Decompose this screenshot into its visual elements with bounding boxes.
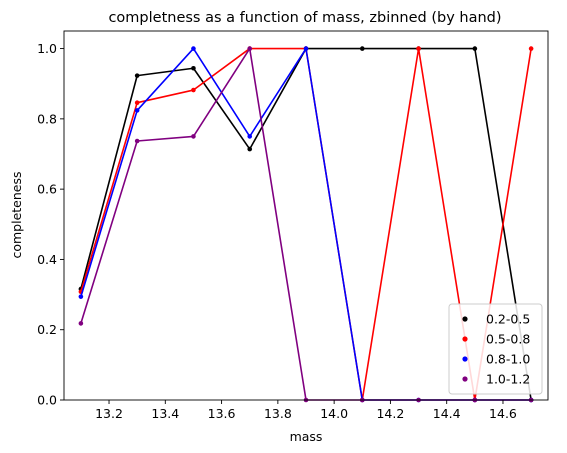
data-point (78, 321, 84, 326)
legend-item: 0.2-0.5 (462, 312, 530, 327)
data-point (416, 46, 421, 51)
legend: 0.2-0.5 0.5-0.8 0.8-1.0 1.0-1.2 (448, 303, 543, 395)
x-tick-label: 14.4 (433, 406, 461, 421)
data-point (191, 65, 196, 71)
data-point (528, 46, 534, 51)
legend-marker (462, 316, 468, 322)
y-tick-label: 0.0 (37, 393, 57, 408)
x-tick-label: 13.4 (151, 406, 179, 421)
data-point (134, 108, 140, 113)
legend-label: 0.2-0.5 (486, 312, 530, 327)
y-tick-label: 1.0 (37, 41, 57, 56)
legend-label: 1.0-1.2 (486, 372, 530, 387)
chart-title: completness as a function of mass, zbinn… (108, 10, 501, 26)
y-tick-label: 0.2 (37, 322, 57, 337)
x-tick-label: 14.6 (489, 406, 517, 421)
plot-frame (63, 30, 549, 401)
data-point (191, 87, 196, 93)
legend-marker (462, 376, 468, 382)
y-axis-label: completeness (9, 171, 24, 258)
data-point (247, 146, 253, 152)
data-point (247, 134, 253, 139)
data-point (472, 46, 478, 51)
data-point (134, 73, 140, 78)
x-tick-label: 13.2 (95, 406, 123, 421)
x-tick-label: 14.2 (376, 406, 404, 421)
legend-marker (462, 336, 468, 342)
y-tick-label: 0.6 (37, 182, 57, 197)
data-point (359, 46, 365, 51)
axes: 13.2 13.4 13.6 13.8 14.0 14.2 14.4 14.6 0.0 0.2 0.… (37, 41, 517, 421)
x-tick-label: 13.6 (208, 406, 236, 421)
legend-label: 0.8-1.0 (486, 352, 530, 367)
legend-item: 0.8-1.0 (462, 352, 530, 367)
data-point (78, 294, 84, 299)
x-tick-label: 13.8 (264, 406, 292, 421)
x-tick-label: 14.0 (320, 406, 348, 421)
legend-marker (462, 356, 468, 362)
legend-item: 0.5-0.8 (462, 332, 530, 347)
legend-box (448, 303, 543, 395)
data-point (134, 100, 140, 105)
legend-label: 0.5-0.8 (486, 332, 530, 347)
legend-item: 1.0-1.2 (462, 372, 530, 387)
y-tick-label: 0.8 (37, 111, 57, 126)
x-axis-label: mass (290, 429, 323, 444)
data-point (191, 46, 196, 51)
data-point (134, 138, 140, 144)
data-point (247, 46, 253, 51)
data-point (303, 46, 309, 51)
data-point (191, 134, 196, 139)
y-tick-label: 0.4 (37, 252, 57, 267)
